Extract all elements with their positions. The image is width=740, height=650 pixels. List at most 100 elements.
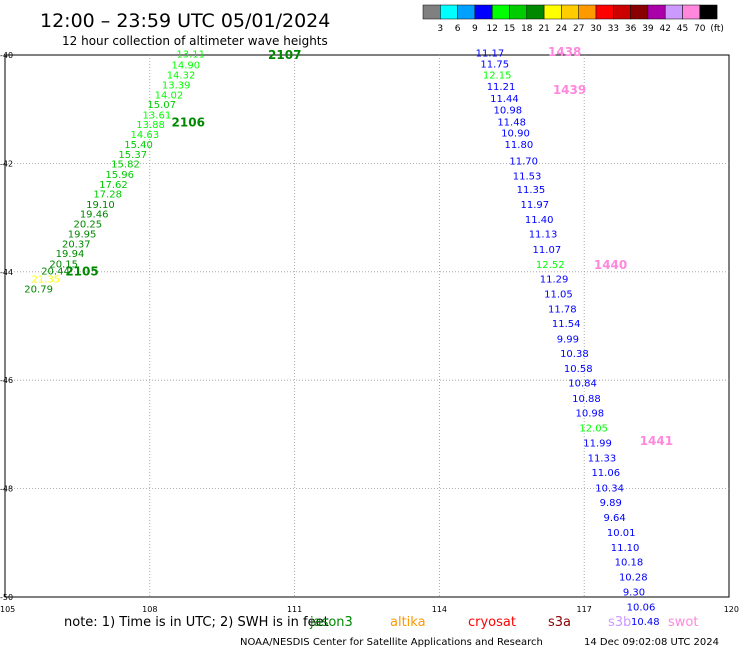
page-subtitle: 12 hour collection of altimeter wave hei…: [62, 34, 328, 48]
legend-swatch: [543, 4, 562, 20]
wave-height-value: 20.79: [24, 284, 53, 295]
wave-height-value: 11.13: [529, 230, 558, 241]
wave-height-value: 10.58: [564, 364, 593, 375]
wave-height-value: 13.88: [136, 120, 165, 131]
satellite-jason3: jason3: [309, 615, 353, 630]
lon-tick-label: 114: [432, 605, 447, 614]
legend-label: 24: [556, 24, 568, 34]
altimeter-tracks: 13.1114.9014.3213.3914.0215.0713.6113.88…: [24, 45, 673, 628]
map-grid: [5, 55, 729, 597]
legend-label: 12: [486, 24, 497, 34]
color-legend: 3 6 9 12 15 18 21 24 27 30 33 36 39 42 45 70 (ft): [422, 4, 724, 34]
wave-height-value: 13.39: [162, 81, 191, 92]
legend-label: (ft): [710, 24, 724, 34]
wave-height-value: 11.21: [487, 82, 516, 93]
legend-swatch: [630, 4, 649, 20]
legend-swatch: [526, 4, 545, 20]
lon-tick-label: 120: [724, 605, 739, 614]
legend-label: 36: [625, 24, 637, 34]
lon-tick-label: 111: [287, 605, 302, 614]
legend-label: 45: [677, 24, 688, 34]
wave-height-value: 11.17: [476, 49, 505, 60]
lat-tick-label: -46: [0, 376, 13, 385]
wave-height-value: 20.37: [62, 239, 91, 250]
pass-label: 2105: [65, 265, 98, 279]
legend-label: 33: [608, 24, 619, 34]
wave-height-value: 14.32: [167, 70, 196, 81]
wave-height-value: 19.94: [56, 249, 85, 260]
pass-label: 1438: [548, 45, 581, 59]
satellite-swot: swot: [668, 615, 698, 630]
legend-swatch: [440, 4, 458, 20]
wave-height-value: 11.29: [540, 275, 569, 286]
satellite-cryosat: cryosat: [468, 615, 516, 630]
wave-height-value: 9.64: [604, 513, 626, 524]
footer-timestamp: 14 Dec 09:02:08 UTC 2024: [584, 637, 719, 648]
pass-label: 1440: [594, 258, 627, 272]
wave-height-value: 17.28: [93, 190, 122, 201]
wave-height-value: 11.70: [509, 156, 538, 167]
legend-label: 70: [694, 24, 706, 34]
wave-height-value: 14.63: [130, 130, 159, 141]
wave-height-value: 11.10: [611, 543, 640, 554]
wave-height-value: 14.90: [172, 61, 201, 72]
track-2107-2106-2105: 13.1114.9014.3213.3914.0215.0713.6113.88…: [24, 48, 301, 296]
wave-height-value: 10.01: [607, 528, 636, 539]
legend-swatch: [491, 4, 510, 20]
wave-height-value: 12.05: [579, 424, 608, 435]
wave-height-value: 10.98: [576, 409, 605, 420]
legend-label: 21: [538, 24, 549, 34]
wave-height-value: 13.61: [143, 110, 172, 121]
wave-height-value: 19.95: [68, 230, 97, 241]
satellite-s3b: s3b: [608, 615, 631, 630]
wave-height-value: 14.02: [155, 90, 184, 101]
legend-label: 3: [437, 24, 443, 34]
legend-swatch: [647, 4, 666, 20]
wave-height-value: 10.28: [619, 573, 648, 584]
wave-height-value: 17.62: [99, 180, 128, 191]
wave-height-value: 11.33: [588, 454, 617, 465]
wave-height-value: 21.35: [32, 275, 61, 286]
legend-swatch: [457, 4, 476, 20]
wave-height-value: 12.15: [483, 70, 512, 81]
legend-swatch: [682, 4, 701, 20]
legend-label: 9: [472, 24, 478, 34]
satellite-altika: altika: [390, 615, 426, 630]
lat-tick-label: -40: [0, 51, 13, 60]
wave-height-value: 15.82: [111, 160, 140, 171]
wave-height-value: 10.38: [560, 349, 589, 360]
wave-height-value: 20.44: [41, 267, 70, 278]
wave-height-value: 11.80: [505, 140, 534, 151]
axis-labels: 105 108 111 114 117 120 -40 -42 -44 -46 -48 -50: [0, 51, 739, 614]
legend-swatch: [595, 4, 614, 20]
legend-label: 39: [642, 24, 654, 34]
wave-height-value: 10.18: [615, 558, 644, 569]
satellite-legend: jason3 altika cryosat s3a s3b swot: [309, 615, 698, 630]
wave-height-value: 9.30: [623, 587, 645, 598]
legend-swatch: [474, 4, 493, 20]
pass-label: 2107: [268, 48, 301, 62]
wave-height-value: 19.46: [80, 210, 109, 221]
pass-label: 1441: [640, 434, 673, 448]
wave-height-value: 20.15: [49, 259, 78, 270]
wave-height-value: 11.35: [517, 185, 546, 196]
lon-tick-label: 108: [142, 605, 157, 614]
wave-height-value: 11.54: [552, 319, 581, 330]
track-1438-1441: 11.1711.7512.1511.2111.4410.9811.4810.90…: [476, 45, 674, 628]
legend-swatch: [664, 4, 683, 20]
wave-height-value: 11.06: [591, 468, 620, 479]
legend-swatch: [699, 4, 718, 20]
footer-note: note: 1) Time is in UTC; 2) SWH is in fe…: [64, 615, 329, 630]
wave-height-value: 11.99: [583, 438, 612, 449]
wave-height-value: 11.07: [533, 245, 562, 256]
legend-label: 15: [504, 24, 515, 34]
satellite-s3a: s3a: [548, 615, 571, 630]
wave-height-value: 15.07: [147, 100, 176, 111]
wave-height-value: 11.97: [520, 200, 549, 211]
wave-height-value: 10.90: [501, 128, 530, 139]
wave-height-value: 20.25: [74, 219, 103, 230]
legend-swatch: [613, 4, 631, 20]
wave-height-value: 10.48: [631, 617, 660, 628]
legend-swatch: [422, 4, 441, 20]
wave-height-value: 10.34: [595, 483, 624, 494]
